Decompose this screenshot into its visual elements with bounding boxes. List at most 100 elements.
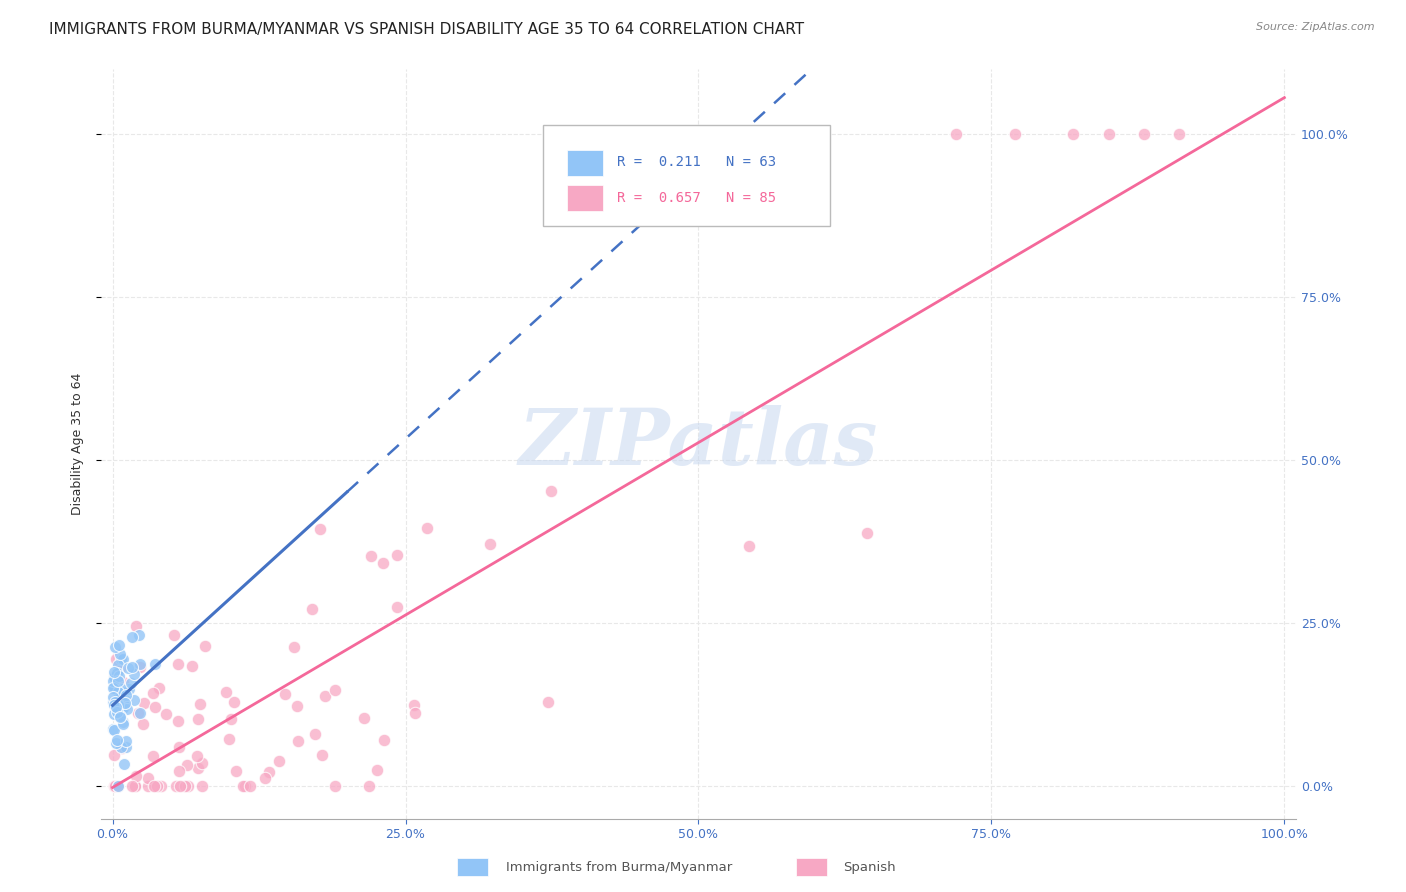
- Point: [121, 630, 143, 644]
- Point: [108, 661, 131, 675]
- Point: [149, 779, 172, 793]
- Point: [124, 779, 146, 793]
- Point: [283, 640, 305, 654]
- Point: [323, 779, 346, 793]
- Point: [945, 127, 967, 141]
- Point: [311, 748, 333, 763]
- Point: [404, 706, 426, 720]
- Point: [104, 699, 127, 714]
- Point: [103, 748, 125, 763]
- Point: [273, 687, 295, 701]
- Point: [103, 723, 125, 737]
- Point: [103, 698, 125, 713]
- Point: [136, 772, 159, 786]
- Point: [104, 779, 127, 793]
- Point: [1062, 127, 1084, 141]
- Point: [188, 697, 211, 711]
- FancyBboxPatch shape: [543, 125, 830, 226]
- Point: [108, 638, 131, 652]
- Point: [232, 779, 254, 793]
- Point: [127, 706, 149, 721]
- Point: [111, 716, 134, 731]
- Point: [169, 779, 191, 793]
- Point: [101, 681, 124, 696]
- Point: [239, 779, 262, 793]
- Point: [107, 673, 129, 688]
- Point: [101, 673, 124, 688]
- Point: [215, 685, 238, 699]
- Point: [856, 526, 879, 541]
- Point: [107, 668, 129, 682]
- Point: [110, 708, 132, 723]
- Text: Spanish: Spanish: [844, 861, 896, 873]
- Point: [301, 602, 323, 616]
- Point: [110, 740, 132, 755]
- Point: [111, 682, 134, 697]
- Y-axis label: Disability Age 35 to 64: Disability Age 35 to 64: [72, 372, 84, 515]
- Point: [225, 764, 247, 778]
- Point: [105, 652, 128, 666]
- Point: [146, 779, 169, 793]
- FancyBboxPatch shape: [567, 150, 603, 176]
- Point: [145, 779, 167, 793]
- Point: [105, 665, 128, 680]
- Point: [118, 682, 141, 697]
- Point: [537, 695, 560, 709]
- Point: [107, 779, 129, 793]
- Point: [267, 754, 290, 768]
- Point: [110, 697, 132, 711]
- Point: [111, 675, 134, 690]
- Point: [105, 732, 128, 747]
- Point: [112, 691, 135, 706]
- Point: [103, 779, 125, 793]
- Point: [115, 739, 138, 754]
- Point: [402, 698, 425, 712]
- Point: [108, 647, 131, 661]
- Point: [107, 685, 129, 699]
- Point: [115, 702, 138, 716]
- Point: [108, 710, 131, 724]
- Point: [121, 779, 143, 793]
- Point: [104, 704, 127, 718]
- Point: [105, 705, 128, 719]
- Point: [143, 657, 166, 672]
- Point: [177, 779, 200, 793]
- Point: [309, 522, 332, 536]
- FancyBboxPatch shape: [567, 185, 603, 211]
- Point: [235, 779, 257, 793]
- Point: [104, 779, 127, 793]
- Point: [122, 667, 145, 681]
- Point: [104, 699, 127, 714]
- Point: [107, 779, 129, 793]
- Point: [143, 779, 166, 793]
- Text: IMMIGRANTS FROM BURMA/MYANMAR VS SPANISH DISABILITY AGE 35 TO 64 CORRELATION CHA: IMMIGRANTS FROM BURMA/MYANMAR VS SPANISH…: [49, 22, 804, 37]
- Point: [218, 732, 240, 747]
- Point: [360, 549, 382, 563]
- Point: [167, 714, 190, 729]
- Point: [125, 768, 148, 782]
- Point: [108, 683, 131, 698]
- Point: [124, 693, 146, 707]
- Point: [371, 556, 394, 570]
- Point: [359, 779, 381, 793]
- Point: [166, 657, 188, 672]
- Point: [181, 659, 204, 673]
- Point: [110, 651, 132, 665]
- Point: [136, 779, 159, 793]
- Point: [115, 734, 138, 748]
- Point: [114, 699, 136, 714]
- Point: [112, 652, 135, 666]
- Point: [112, 757, 135, 772]
- Point: [101, 696, 124, 710]
- Point: [287, 734, 309, 748]
- Text: ZIPatlas: ZIPatlas: [519, 405, 879, 482]
- Point: [187, 761, 209, 775]
- Point: [129, 657, 152, 672]
- Point: [259, 765, 281, 780]
- Point: [1132, 127, 1154, 141]
- Point: [104, 640, 127, 655]
- Point: [478, 537, 501, 551]
- Point: [103, 690, 125, 704]
- Text: Source: ZipAtlas.com: Source: ZipAtlas.com: [1257, 22, 1375, 32]
- Point: [103, 680, 125, 694]
